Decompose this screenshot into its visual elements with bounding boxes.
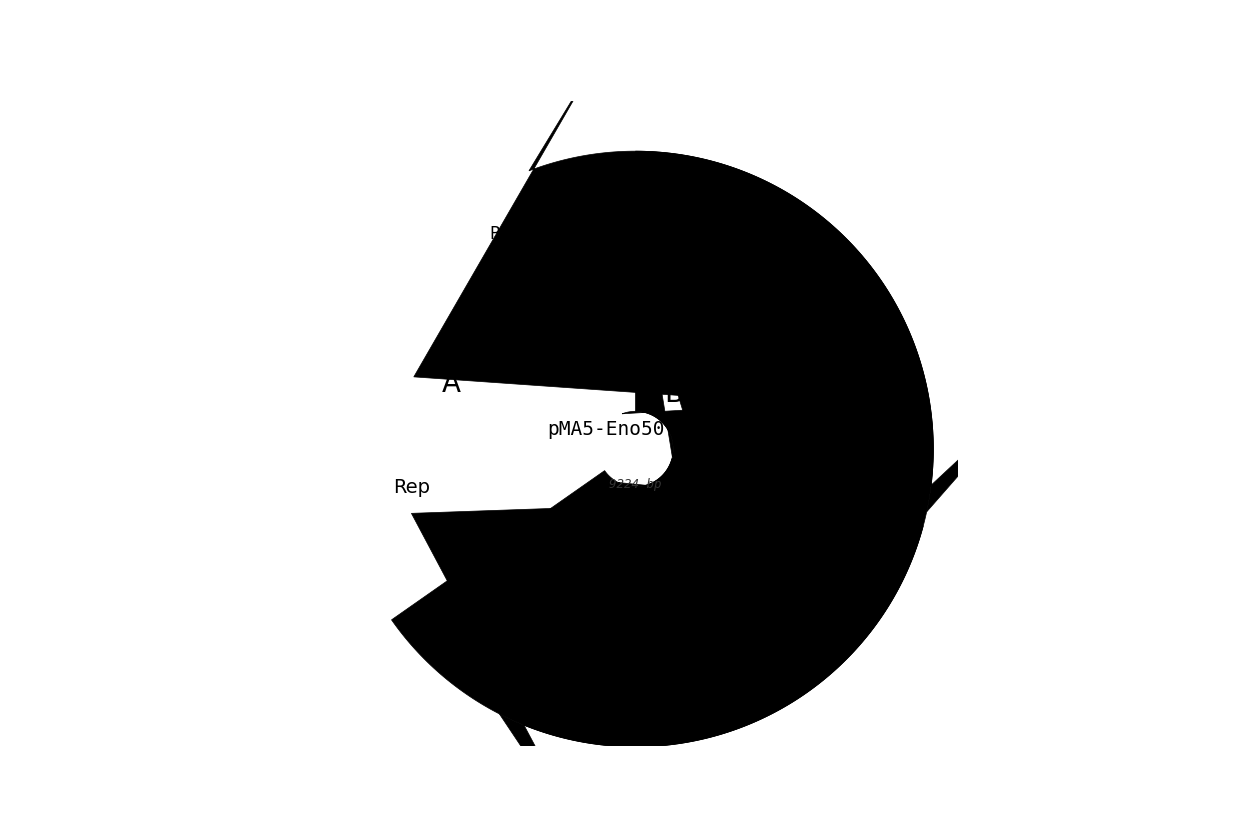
Polygon shape bbox=[527, 289, 584, 326]
Polygon shape bbox=[635, 151, 1035, 649]
Text: pMA5-Eno50-BgaB: pMA5-Eno50-BgaB bbox=[547, 420, 724, 439]
Text: Bam: Bam bbox=[854, 450, 899, 468]
Text: Eco RI: Eco RI bbox=[725, 228, 787, 246]
Text: Bla: Bla bbox=[804, 594, 835, 613]
Text: 9224 bp: 9224 bp bbox=[609, 478, 662, 491]
Text: A: A bbox=[443, 370, 461, 399]
Text: Rep: Rep bbox=[393, 478, 430, 497]
Polygon shape bbox=[392, 46, 934, 747]
Text: Ble: Ble bbox=[503, 260, 532, 278]
Polygon shape bbox=[553, 276, 609, 317]
Text: Eno50: Eno50 bbox=[725, 189, 782, 207]
Text: Nde I: Nde I bbox=[645, 199, 698, 217]
Polygon shape bbox=[412, 458, 924, 838]
Text: HI: HI bbox=[890, 450, 909, 468]
Text: B: B bbox=[665, 380, 683, 408]
Text: BgaB: BgaB bbox=[822, 298, 869, 316]
Text: Promoter HpaII: Promoter HpaII bbox=[490, 225, 615, 242]
